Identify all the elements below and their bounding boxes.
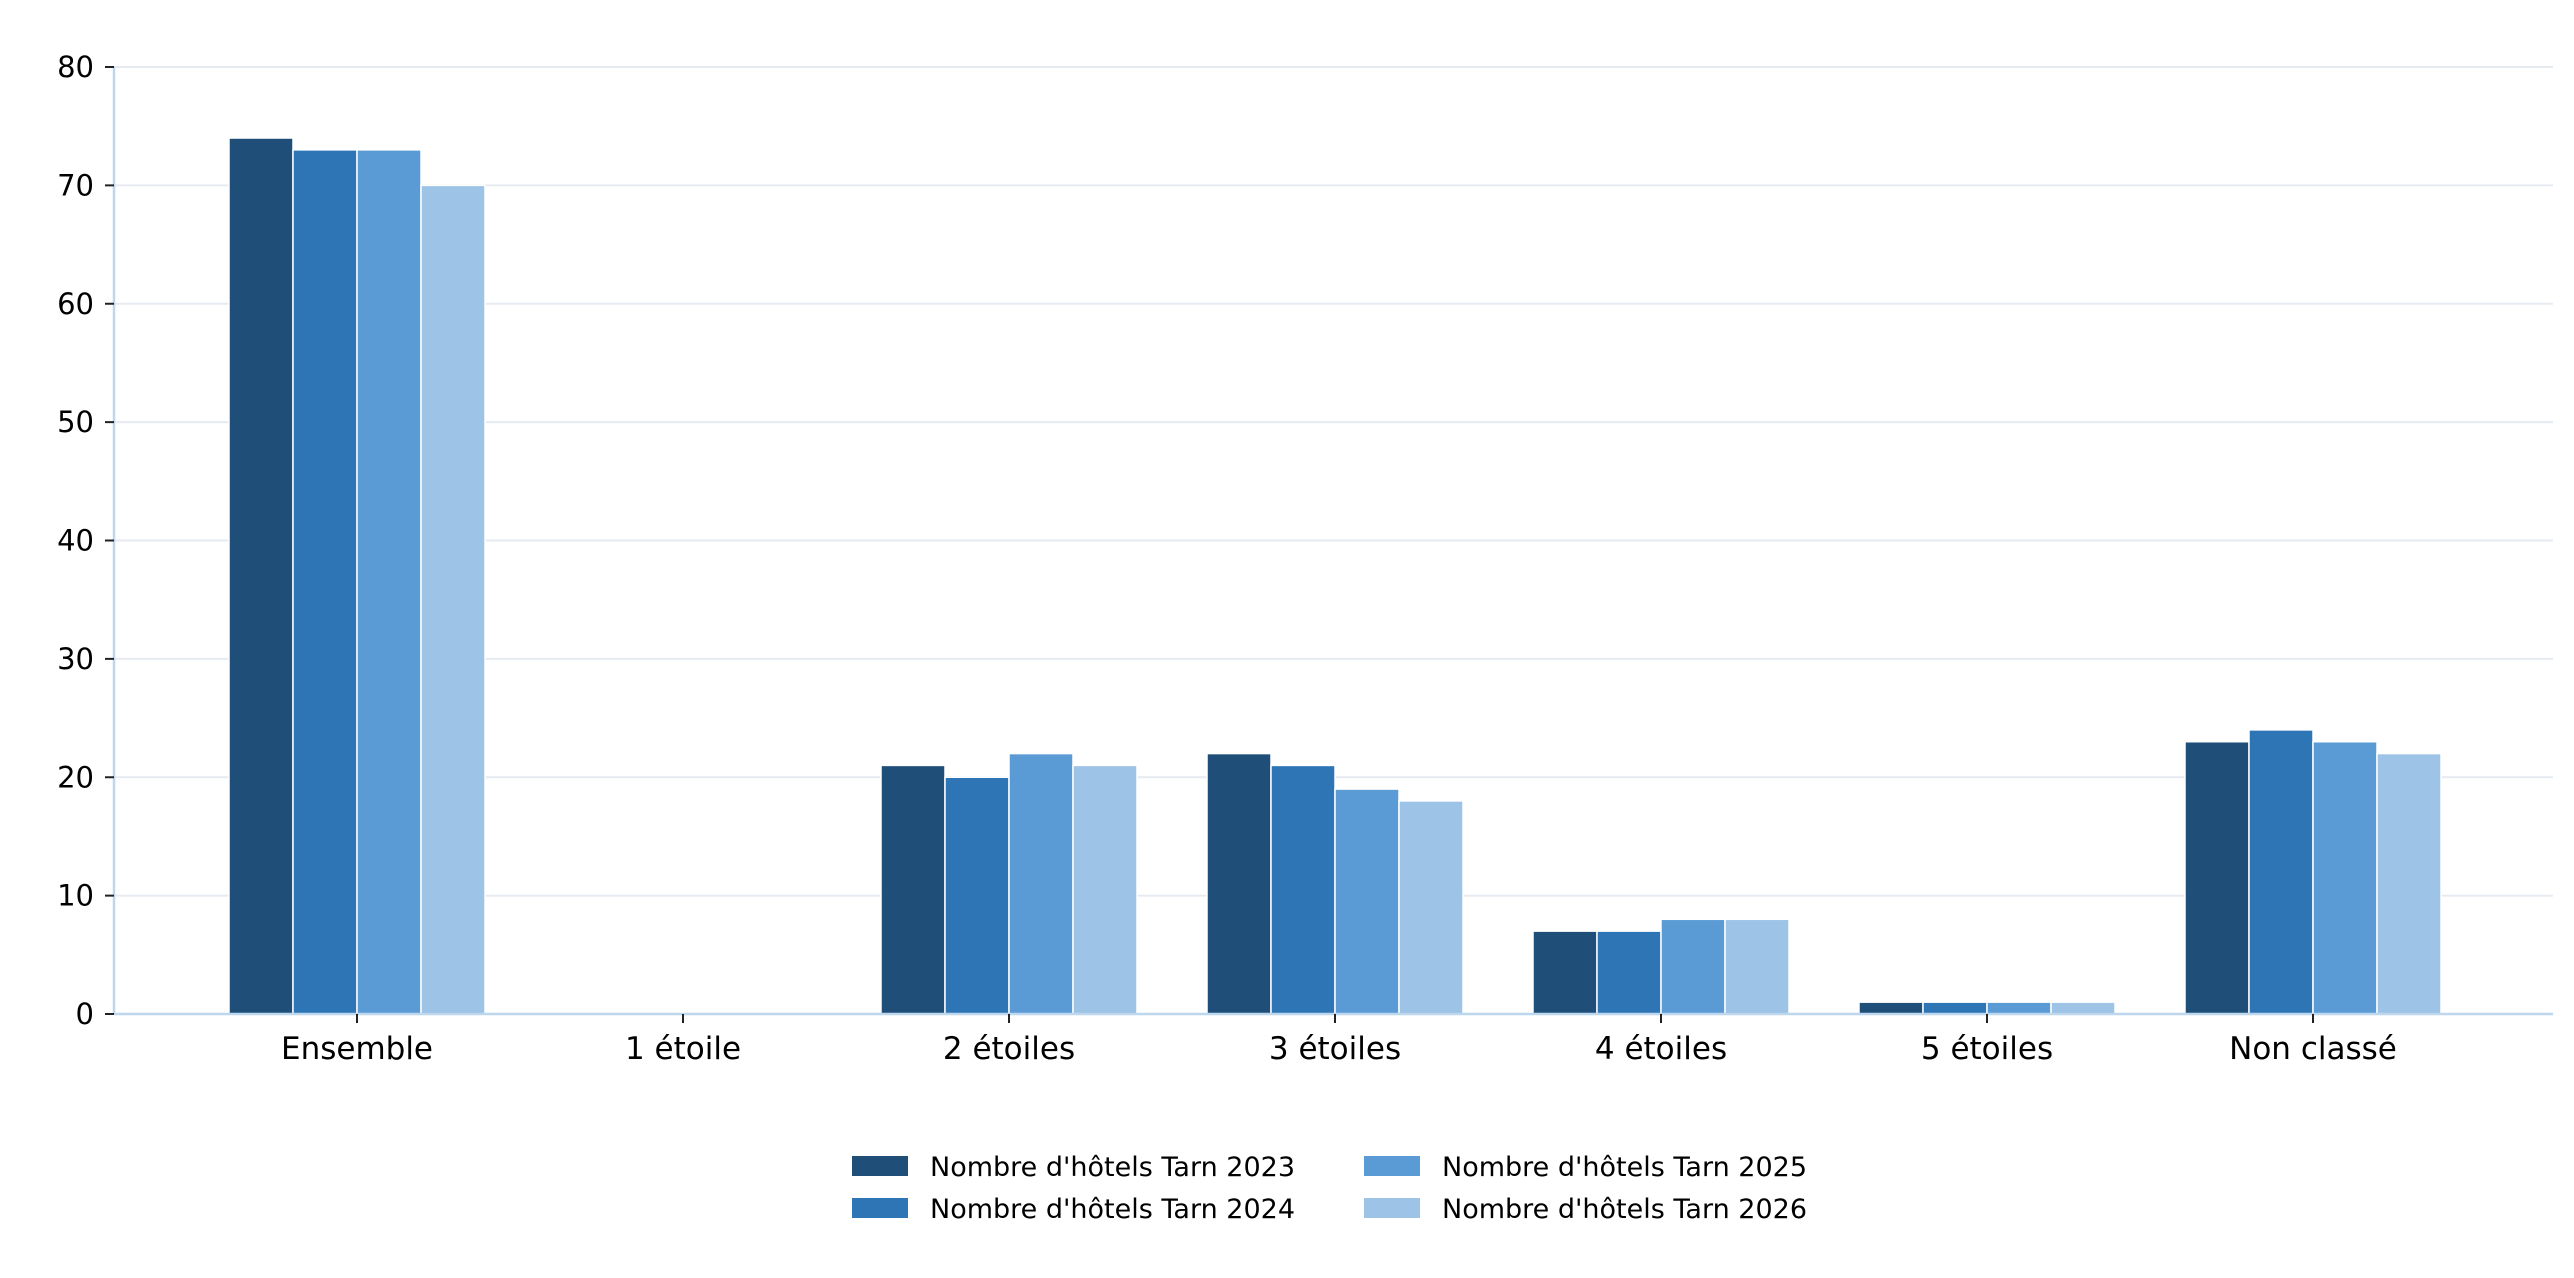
legend-swatch: [852, 1156, 908, 1176]
legend-label: Nombre d'hôtels Tarn 2025: [1442, 1152, 1807, 1183]
bar: [2184, 740, 2250, 1015]
y-tick-label: 60: [57, 287, 94, 321]
y-tick-label: 80: [57, 50, 94, 84]
bar: [2312, 740, 2378, 1015]
legend-label: Nombre d'hôtels Tarn 2026: [1442, 1194, 1807, 1225]
bar: [1660, 918, 1726, 1015]
legend-swatch: [1364, 1156, 1420, 1176]
bar: [1334, 788, 1400, 1015]
gridlines: [114, 66, 2553, 1015]
x-tick-label: 3 étoiles: [1269, 1031, 1401, 1067]
x-tick-label: Non classé: [2229, 1031, 2397, 1067]
y-axis-ticks: 0 10 20 30 40 50 60 70 80: [57, 50, 114, 1031]
legend: Nombre d'hôtels Tarn 2023 Nombre d'hôtels…: [852, 1152, 1807, 1225]
legend-swatch: [1364, 1198, 1420, 1218]
y-tick-label: 20: [57, 760, 94, 794]
bar: [2376, 752, 2442, 1015]
bar: [292, 149, 358, 1015]
bar: [228, 137, 294, 1015]
bar: [1270, 764, 1336, 1015]
y-tick-label: 0: [76, 997, 94, 1031]
legend-item: Nombre d'hôtels Tarn 2023: [852, 1152, 1295, 1183]
x-tick-label: 4 étoiles: [1595, 1031, 1727, 1067]
y-tick-label: 70: [57, 168, 94, 202]
y-tick-label: 30: [57, 642, 94, 676]
legend-item: Nombre d'hôtels Tarn 2026: [1364, 1194, 1807, 1225]
x-axis-ticks: Ensemble 1 étoile 2 étoiles 3 étoiles 4 étoi…: [281, 1014, 2397, 1067]
bar: [356, 149, 422, 1015]
x-tick-label: 5 étoiles: [1921, 1031, 2053, 1067]
bar: [1986, 1001, 2052, 1015]
bar: [2050, 1001, 2116, 1015]
x-tick-label: 2 étoiles: [943, 1031, 1075, 1067]
x-tick-label: 1 étoile: [625, 1031, 741, 1067]
bar: [420, 184, 486, 1015]
bar: [2248, 729, 2314, 1015]
bar: [1724, 918, 1790, 1015]
bar: [1922, 1001, 1988, 1015]
legend-label: Nombre d'hôtels Tarn 2023: [930, 1152, 1295, 1183]
bar: [944, 776, 1010, 1015]
x-tick-label: Ensemble: [281, 1031, 433, 1067]
bar: [1206, 752, 1272, 1015]
bar: [1008, 752, 1074, 1015]
bar: [1858, 1001, 1924, 1015]
legend-label: Nombre d'hôtels Tarn 2024: [930, 1194, 1295, 1225]
bar: [1398, 800, 1464, 1015]
legend-swatch: [852, 1198, 908, 1218]
y-tick-label: 40: [57, 524, 94, 558]
bar: [880, 764, 946, 1015]
y-tick-label: 10: [57, 879, 94, 913]
y-tick-label: 50: [57, 405, 94, 439]
legend-item: Nombre d'hôtels Tarn 2025: [1364, 1152, 1807, 1183]
bar: [1072, 764, 1138, 1015]
bar: [1596, 930, 1662, 1015]
bars: [228, 137, 2442, 1015]
bar: [1532, 930, 1598, 1015]
legend-item: Nombre d'hôtels Tarn 2024: [852, 1194, 1295, 1225]
